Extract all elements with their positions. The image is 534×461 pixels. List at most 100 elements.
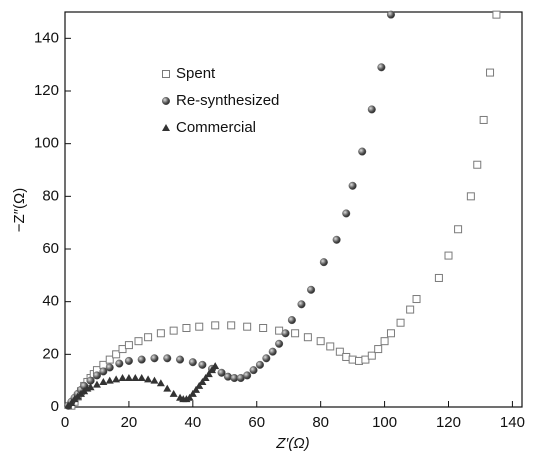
y-tick-label: 140 — [34, 29, 59, 46]
triangle-marker — [211, 362, 220, 370]
circle-marker — [150, 354, 159, 363]
circle-marker — [99, 367, 108, 376]
circle-marker — [348, 181, 357, 190]
circle-marker — [358, 147, 367, 156]
circle-marker — [188, 358, 197, 367]
square-marker — [195, 322, 204, 331]
legend-label: Commercial — [176, 119, 256, 136]
triangle-marker — [204, 370, 213, 378]
triangle-marker — [118, 374, 127, 382]
circle-marker — [275, 339, 284, 348]
circle-marker — [319, 258, 328, 267]
square-marker — [492, 10, 501, 19]
triangle-marker — [67, 399, 76, 407]
x-tick-label: 120 — [436, 414, 461, 431]
square-marker — [444, 251, 453, 260]
triangle-marker — [163, 384, 172, 392]
square-marker — [105, 355, 114, 364]
triangle-marker — [112, 375, 121, 383]
circle-marker — [281, 329, 290, 338]
x-axis-label: Z′(Ω) — [275, 435, 309, 452]
square-marker — [454, 225, 463, 234]
circle-marker — [243, 371, 252, 380]
circle-marker — [297, 300, 306, 309]
square-marker — [486, 68, 495, 77]
triangle-marker — [131, 374, 140, 382]
square-marker — [291, 329, 300, 338]
square-marker — [134, 337, 143, 346]
square-marker — [466, 192, 475, 201]
circle-marker — [115, 359, 124, 368]
legend-label: Spent — [176, 65, 216, 82]
circle-marker — [386, 10, 395, 19]
square-marker — [326, 342, 335, 351]
circle-marker — [92, 371, 101, 380]
triangle-marker — [208, 366, 217, 374]
x-tick-label: 40 — [184, 414, 201, 431]
x-tick-label: 0 — [61, 414, 69, 431]
y-tick-label: 0 — [51, 398, 59, 415]
square-marker — [227, 321, 236, 330]
square-marker — [243, 322, 252, 331]
y-axis-label: −Z″(Ω) — [11, 188, 28, 232]
legend-marker — [162, 70, 170, 78]
circle-marker — [332, 235, 341, 244]
triangle-marker — [169, 389, 178, 397]
y-tick-label: 100 — [34, 135, 59, 152]
circle-marker — [163, 354, 172, 363]
circle-marker — [137, 355, 146, 364]
y-tick-label: 120 — [34, 82, 59, 99]
circle-marker — [176, 355, 185, 364]
triangle-marker — [188, 389, 197, 397]
circle-marker — [377, 63, 386, 72]
square-marker — [406, 305, 415, 314]
legend-marker — [162, 124, 170, 131]
circle-marker — [367, 105, 376, 114]
triangle-marker — [192, 385, 201, 393]
x-tick-label: 80 — [312, 414, 329, 431]
square-marker — [479, 115, 488, 124]
triangle-marker — [144, 375, 153, 383]
triangle-marker — [137, 374, 146, 382]
legend-label: Re-synthesized — [176, 92, 279, 109]
x-tick-label: 100 — [372, 414, 397, 431]
y-tick-label: 80 — [42, 187, 59, 204]
square-marker — [182, 324, 191, 332]
square-marker — [396, 318, 405, 327]
square-marker — [367, 351, 376, 360]
y-tick-label: 20 — [42, 345, 59, 362]
square-marker — [112, 350, 121, 359]
triangle-marker — [92, 380, 101, 388]
triangle-marker — [99, 377, 108, 385]
square-marker — [434, 273, 443, 282]
triangle-marker — [198, 377, 207, 385]
square-marker — [211, 321, 220, 330]
square-marker — [335, 347, 344, 356]
circle-marker — [287, 316, 296, 325]
triangle-marker — [86, 383, 95, 391]
square-marker — [473, 160, 482, 169]
triangle-marker — [124, 374, 133, 382]
circle-marker — [105, 363, 114, 372]
circle-marker — [268, 347, 277, 356]
triangle-marker — [195, 381, 204, 389]
triangle-marker — [156, 379, 165, 387]
legend-marker — [161, 96, 170, 105]
circle-marker — [255, 360, 264, 369]
square-marker — [259, 324, 268, 332]
y-tick-label: 40 — [42, 293, 59, 310]
circle-marker — [217, 368, 226, 377]
square-marker — [303, 333, 312, 342]
square-marker — [386, 329, 395, 338]
square-marker — [412, 295, 421, 304]
square-marker — [124, 341, 133, 350]
square-marker — [169, 326, 178, 335]
triangle-marker — [105, 376, 114, 384]
triangle-marker — [185, 393, 194, 401]
square-marker — [380, 337, 389, 346]
circle-marker — [342, 209, 351, 218]
x-tick-label: 60 — [248, 414, 265, 431]
x-tick-label: 140 — [500, 414, 525, 431]
y-tick-label: 60 — [42, 240, 59, 257]
